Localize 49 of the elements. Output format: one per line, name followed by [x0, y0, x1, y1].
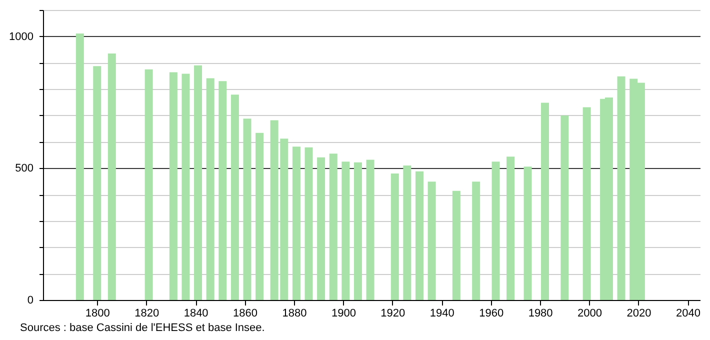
y-tick-label: 0 — [27, 294, 34, 306]
bar — [415, 171, 424, 300]
bar — [492, 162, 500, 300]
bar — [206, 78, 214, 300]
bar — [243, 118, 252, 300]
bar — [560, 115, 569, 300]
x-tick-label: 1960 — [479, 308, 504, 320]
bar — [292, 146, 300, 300]
bar — [317, 157, 326, 300]
bar — [256, 132, 264, 300]
bar — [582, 107, 591, 300]
bar — [540, 102, 549, 300]
bar — [93, 66, 102, 300]
bar — [76, 33, 84, 300]
x-tick-label: 1880 — [282, 308, 307, 320]
x-tick-label: 2040 — [676, 308, 700, 320]
x-tick-label: 1940 — [430, 308, 454, 320]
bar — [169, 72, 178, 300]
bar — [182, 74, 190, 300]
x-tick-label: 1820 — [134, 308, 160, 320]
x-tick-label: 1920 — [380, 308, 406, 320]
bar — [108, 54, 116, 300]
bar — [354, 162, 362, 300]
bar — [329, 154, 338, 300]
bar — [218, 81, 227, 300]
x-tick-label: 1840 — [184, 308, 208, 320]
y-tick-label: 500 — [15, 162, 34, 175]
x-tick-label: 1800 — [85, 308, 110, 320]
bar — [230, 94, 239, 300]
bar — [452, 190, 460, 300]
bar — [617, 76, 626, 300]
bar — [342, 162, 350, 300]
bar — [304, 147, 313, 300]
bar — [524, 166, 532, 300]
bar — [194, 65, 202, 300]
bar — [472, 182, 480, 300]
bar — [144, 69, 153, 300]
x-tick-label: 1860 — [233, 308, 258, 320]
bar — [428, 182, 436, 300]
x-tick-label: 1980 — [528, 308, 553, 320]
bar — [366, 160, 374, 300]
x-tick-label: 1900 — [331, 308, 356, 320]
bar — [403, 166, 412, 300]
y-tick-label: 1000 — [9, 30, 34, 43]
bar — [390, 173, 399, 300]
x-tick-label: 2020 — [626, 308, 652, 320]
source-note: Sources : base Cassini de l'EHESS et base Insee. — [20, 322, 265, 334]
bar — [506, 156, 515, 300]
x-tick-label: 2000 — [578, 308, 602, 320]
